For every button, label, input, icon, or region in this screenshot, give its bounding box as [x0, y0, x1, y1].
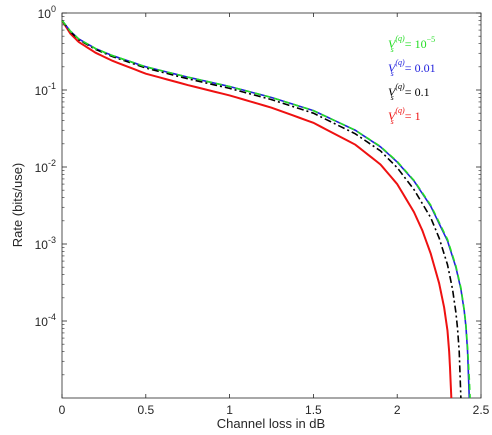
y-tick-label: 100: [38, 4, 56, 21]
series-line: [61, 19, 453, 399]
legend-entry: V(q) s = 1: [388, 106, 421, 126]
y-tick-label: 10-2: [35, 158, 56, 175]
y-tick-label: 10-4: [35, 312, 56, 329]
x-tick-label: 0: [59, 403, 66, 417]
y-tick-label: 10-3: [35, 235, 56, 252]
legend-entry: V(q) s = 10−5: [388, 34, 435, 54]
legend-entry: V(q) s = 0.1: [388, 82, 430, 102]
y-axis-ticks: 100 10-1 10-2 10-3 10-4: [35, 4, 481, 376]
legend: V(q) s = 10−5 V(q) s = 0.01 V(q) s = 0.1 V(q) s…: [388, 34, 436, 126]
x-tick-label: 1: [226, 403, 233, 417]
x-tick-label: 2: [394, 403, 401, 417]
series-line: [61, 19, 471, 399]
y-tick-label: 10-1: [35, 81, 56, 98]
plot-area: [61, 12, 482, 399]
legend-entry: V(q) s = 0.01: [388, 58, 436, 78]
y-axis-label: Rate (bits/use): [10, 163, 25, 248]
x-tick-label: 0.5: [137, 403, 154, 417]
x-axis-label: Channel loss in dB: [217, 416, 325, 431]
series-lines: [61, 19, 471, 399]
series-line: [61, 19, 462, 399]
x-tick-label: 1.5: [305, 403, 322, 417]
x-tick-label: 2.5: [473, 403, 490, 417]
x-axis-ticks: 0 0.5 1 1.5 2 2.5: [59, 13, 490, 417]
